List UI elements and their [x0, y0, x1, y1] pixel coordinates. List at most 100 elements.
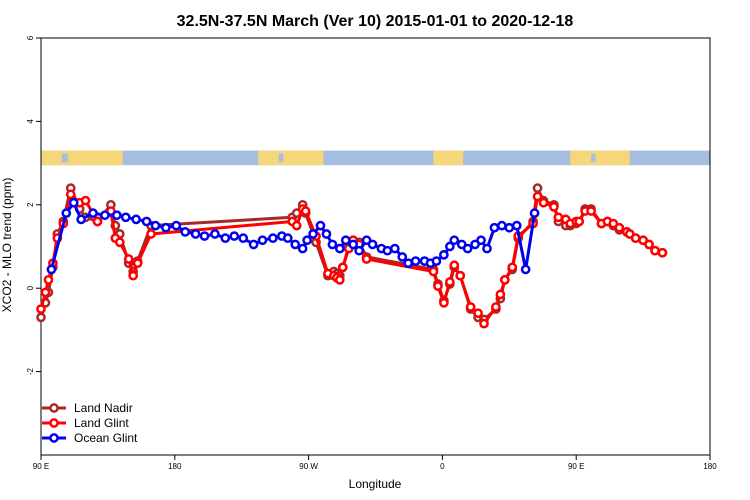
point-1-49 — [553, 212, 564, 223]
point-2-11 — [161, 222, 171, 233]
point-1-0 — [36, 304, 46, 314]
y-axis-label: XCO2 - MLO trend (ppm) — [0, 178, 14, 313]
point-2-0 — [46, 264, 57, 275]
point-0-46 — [532, 183, 543, 193]
point-1-33 — [439, 297, 449, 308]
point-2-18 — [229, 231, 240, 241]
point-2-57 — [504, 222, 515, 233]
point-2-2 — [68, 197, 79, 208]
point-1-40 — [491, 302, 501, 312]
point-2-59 — [520, 264, 531, 275]
point-2-17 — [220, 233, 231, 244]
y-tick-label-4: 6 — [26, 35, 35, 40]
point-1-31 — [428, 266, 439, 277]
point-1-39 — [479, 318, 489, 329]
point-2-1 — [61, 208, 72, 218]
point-2-33 — [340, 235, 351, 246]
point-1-41 — [495, 289, 506, 300]
point-1-43 — [507, 262, 518, 273]
point-2-39 — [382, 245, 393, 256]
point-1-18 — [291, 220, 302, 231]
x-tick-label-0: 90 E — [33, 462, 49, 471]
legend-label-0: Land Nadir — [74, 401, 133, 415]
point-2-27 — [302, 235, 312, 246]
point-2-19 — [238, 233, 249, 244]
point-1-32 — [433, 281, 443, 291]
point-2-42 — [403, 258, 414, 269]
point-1-65 — [650, 245, 660, 256]
point-2-10 — [150, 220, 161, 231]
y-axis: -2 0 2 4 6 — [26, 35, 41, 375]
point-2-47 — [439, 249, 449, 260]
legend-marker-1 — [49, 418, 59, 428]
point-1-20 — [300, 206, 311, 216]
point-2-51 — [462, 243, 473, 254]
point-1-2 — [43, 275, 54, 285]
point-1-16 — [146, 229, 156, 239]
legend-marker-0 — [49, 403, 59, 413]
point-2-37 — [367, 239, 378, 250]
x-tick-label-2: 90 W — [299, 462, 318, 471]
point-1-47 — [538, 197, 549, 208]
point-2-34 — [348, 239, 359, 250]
land-segment-3 — [570, 150, 630, 166]
series-2 — [46, 197, 540, 275]
point-2-7 — [120, 212, 131, 223]
point-1-55 — [586, 206, 596, 216]
point-2-53 — [476, 235, 486, 246]
point-2-58 — [511, 220, 522, 231]
point-2-14 — [190, 229, 201, 239]
point-2-54 — [482, 243, 492, 254]
point-2-20 — [248, 239, 259, 250]
point-2-48 — [444, 241, 455, 252]
point-2-30 — [321, 229, 332, 239]
point-2-60 — [529, 208, 540, 218]
legend-marker-2 — [49, 433, 59, 443]
land-segment-1 — [258, 150, 324, 166]
point-2-41 — [397, 252, 408, 262]
point-1-34 — [444, 277, 455, 287]
point-2-40 — [389, 243, 400, 254]
point-1-8 — [80, 195, 91, 206]
land-segment-0 — [41, 150, 123, 166]
x-axis: 90 E 180 90 W 0 90 E 180 — [33, 455, 717, 471]
point-2-9 — [141, 216, 152, 227]
point-2-3 — [76, 214, 86, 225]
point-1-36 — [455, 270, 466, 281]
y-tick-label-3: 4 — [26, 119, 35, 124]
point-2-13 — [180, 227, 191, 237]
point-2-22 — [268, 233, 278, 244]
point-1-6 — [65, 189, 76, 200]
plot-frame — [40, 37, 711, 456]
y-tick-label-2: 2 — [26, 202, 35, 207]
point-1-46 — [532, 191, 543, 202]
point-2-16 — [210, 229, 220, 239]
x-tick-label-1: 180 — [168, 462, 182, 471]
y-tick-label-1: 0 — [26, 285, 35, 290]
x-tick-label-3: 0 — [440, 462, 445, 471]
point-2-29 — [315, 220, 326, 231]
point-2-24 — [282, 233, 293, 244]
series-layer — [36, 183, 668, 329]
legend-label-1: Land Glint — [74, 416, 129, 430]
point-2-31 — [327, 239, 338, 250]
ocean-band — [41, 150, 710, 166]
point-2-4 — [88, 208, 98, 218]
point-1-64 — [644, 239, 654, 250]
point-2-8 — [131, 214, 141, 225]
ocean-gap-0 — [61, 153, 68, 163]
x-tick-label-5: 180 — [703, 462, 717, 471]
point-2-46 — [431, 256, 442, 266]
point-2-12 — [171, 220, 182, 231]
point-1-38 — [473, 308, 483, 319]
land-segment-2 — [433, 150, 464, 166]
point-2-43 — [410, 256, 421, 266]
point-1-26 — [337, 262, 348, 273]
point-1-37 — [465, 302, 476, 312]
point-1-25 — [334, 275, 345, 285]
point-2-15 — [199, 231, 210, 241]
ocean-gap-1 — [278, 153, 284, 163]
point-2-28 — [308, 229, 318, 239]
